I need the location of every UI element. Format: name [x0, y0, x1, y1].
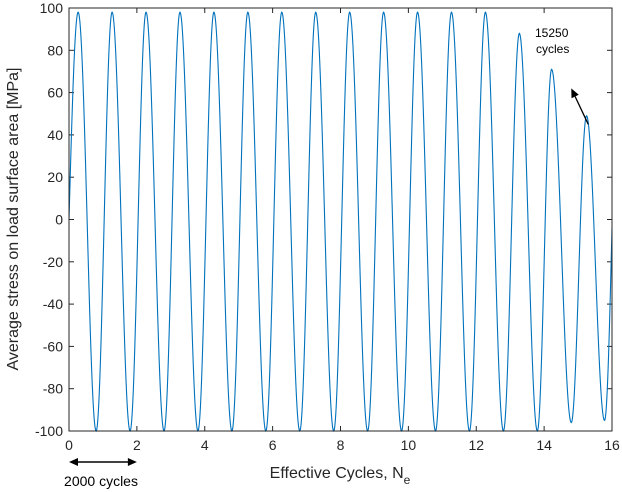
x-axis-label: Effective Cycles, Ne [270, 465, 411, 487]
y-tick-label: -80 [43, 381, 63, 397]
annotation-2000-cycles: 2000 cycles [64, 473, 138, 489]
y-tick-label: 60 [47, 85, 63, 101]
x-tick-label: 12 [468, 437, 484, 453]
y-tick-label: 0 [55, 212, 63, 228]
x-tick-label: 6 [269, 437, 277, 453]
annotation-15250-cycles: cycles [536, 42, 569, 56]
y-tick-label: -60 [43, 338, 63, 354]
annotation-15250-number: 15250 [535, 26, 569, 40]
x-tick-label: 2 [133, 437, 141, 453]
x-tick-label: 4 [201, 437, 209, 453]
y-tick-label: 100 [40, 0, 64, 16]
x-axis-label-main: Effective Cycles, N [270, 465, 404, 482]
y-axis-ticks: 100 80 60 40 20 0 -20 -40 -60 -80 -100 [35, 0, 612, 439]
annotation-15250-arrow [571, 88, 589, 125]
x-tick-label: 14 [536, 437, 552, 453]
x-tick-label: 16 [604, 437, 620, 453]
y-tick-label: 40 [47, 127, 63, 143]
y-tick-label: 80 [47, 42, 63, 58]
y-tick-label: -40 [43, 296, 63, 312]
y-axis-label: Average stress on load surface area [MPa… [5, 68, 22, 371]
x-tick-label: 8 [337, 437, 345, 453]
x-tick-label: 0 [65, 437, 73, 453]
x-axis-label-subscript: e [404, 473, 411, 487]
x-tick-label: 10 [401, 437, 417, 453]
series-line [68, 11, 613, 433]
y-tick-label: -100 [35, 423, 63, 439]
x-axis-ticks: 0 2 4 6 8 10 12 14 16 [65, 8, 620, 453]
annotation-2000-arrow [69, 458, 137, 466]
plot-frame [68, 7, 613, 432]
y-tick-label: 20 [47, 169, 63, 185]
y-tick-label: -20 [43, 254, 63, 270]
